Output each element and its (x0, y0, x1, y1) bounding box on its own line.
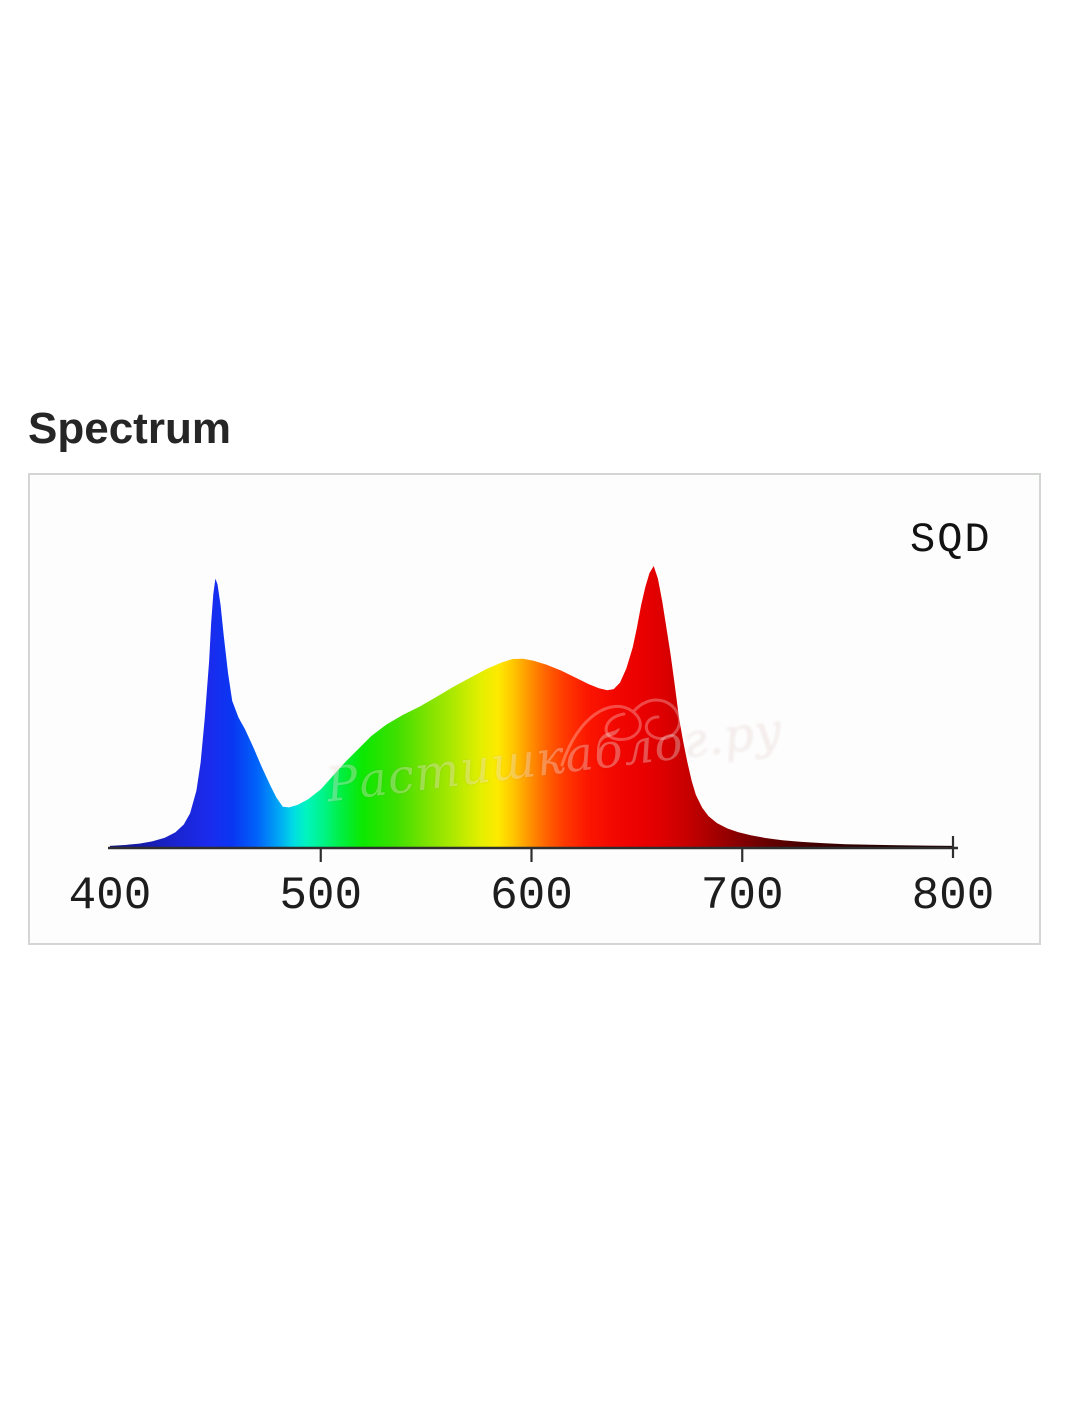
spectrum-curve (110, 566, 953, 847)
spectrum-chart-panel: Растишкаблог.ру SQD 400 500 600 700 800 (28, 473, 1041, 945)
x-tick-label: 800 (911, 870, 995, 922)
series-label: SQD (910, 516, 992, 564)
x-tick-label: 600 (490, 870, 573, 922)
spectrum-area-chart (108, 566, 958, 862)
x-tick-label: 400 (68, 870, 152, 922)
page-title: Spectrum (28, 404, 231, 453)
x-tick-label: 700 (700, 870, 784, 922)
x-tick-label: 500 (279, 870, 363, 922)
